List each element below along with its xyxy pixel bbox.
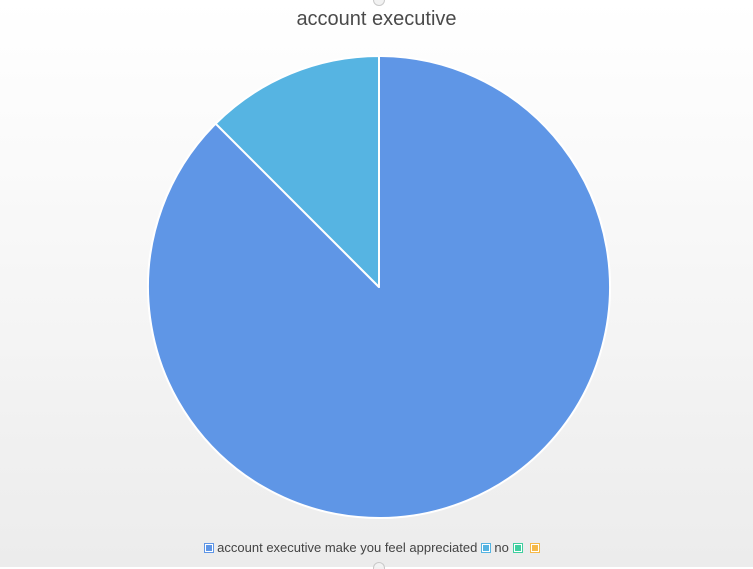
legend-label: account executive make you feel apprecia… bbox=[217, 540, 478, 555]
legend-item-0[interactable]: account executive make you feel apprecia… bbox=[204, 540, 478, 555]
legend-swatch-icon bbox=[481, 542, 492, 553]
chart-legend: account executive make you feel apprecia… bbox=[0, 540, 753, 555]
legend-swatch-icon bbox=[204, 542, 215, 553]
legend-swatch-icon bbox=[529, 542, 540, 553]
pie-slice-1[interactable] bbox=[214, 55, 380, 288]
legend-item-1[interactable]: no bbox=[481, 540, 509, 555]
bottom-handle-icon bbox=[373, 562, 385, 569]
legend-item-3[interactable] bbox=[529, 542, 543, 553]
chart-title: account executive bbox=[296, 8, 457, 30]
legend-item-2[interactable] bbox=[512, 542, 526, 553]
legend-label: no bbox=[494, 540, 509, 555]
legend-swatch-icon bbox=[512, 542, 523, 553]
